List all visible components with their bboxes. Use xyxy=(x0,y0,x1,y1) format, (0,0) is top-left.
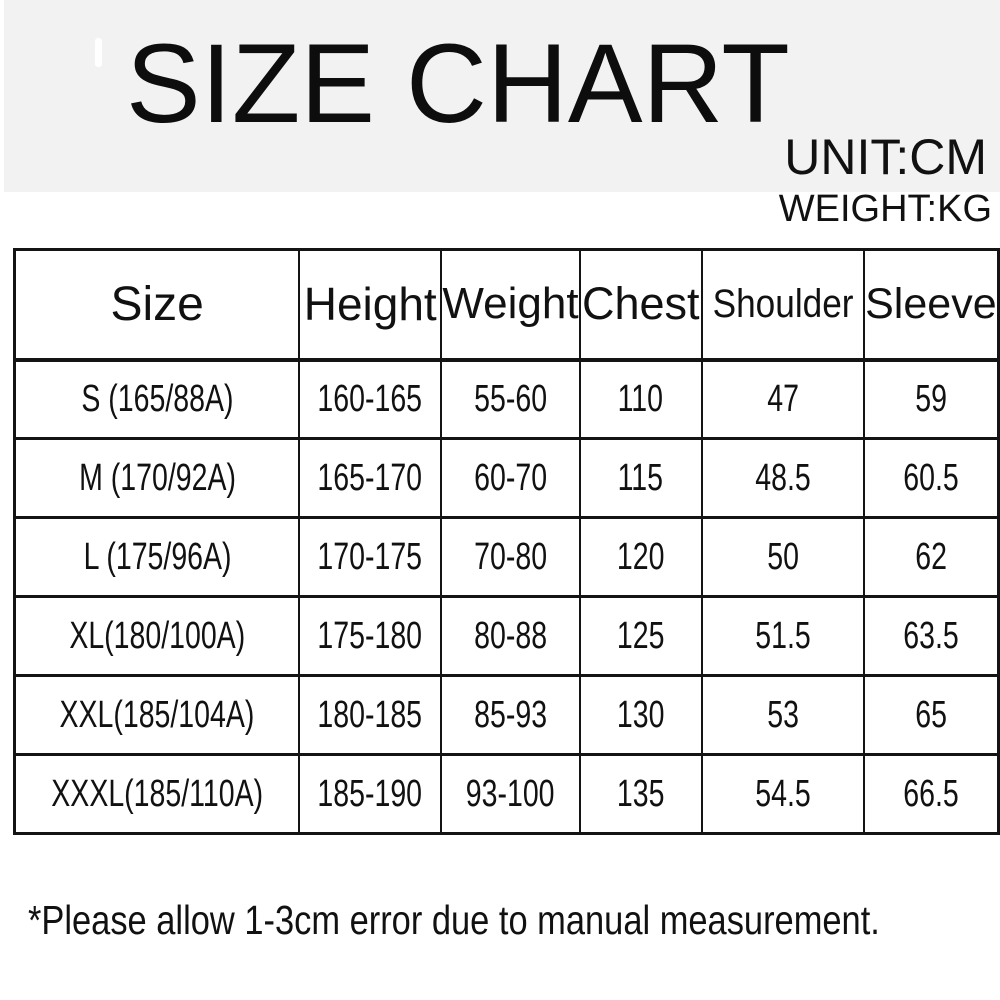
column-header-shoulder-label: Shoulder xyxy=(712,281,854,326)
sleeve-value: 63.5 xyxy=(903,614,959,657)
size-label: XXXL(185/110A) xyxy=(51,772,264,815)
column-header-shoulder: Shoulder xyxy=(700,248,865,362)
page-title: SIZE CHART xyxy=(126,21,790,146)
sleeve-value: 60.5 xyxy=(903,456,959,499)
weight-value: 60-70 xyxy=(474,456,547,499)
chest-value: 115 xyxy=(618,456,664,499)
table-row-l: L (175/96A) 170-175 70-80 120 50 62 xyxy=(13,516,1000,598)
column-header-size-label: Size xyxy=(110,277,204,331)
height-value: 175-180 xyxy=(317,614,423,657)
size-label: L (175/96A) xyxy=(83,535,232,578)
weight-kg-label: WEIGHT:KG xyxy=(778,188,992,230)
weight-value: 80-88 xyxy=(474,614,547,657)
weight-value: 55-60 xyxy=(474,377,547,420)
table-row-xxxl: XXXL(185/110A) 185-190 93-100 135 54.5 6… xyxy=(13,753,1000,835)
size-chart-table: Size Height Weight Chest Shoulder Sleeve… xyxy=(13,248,1000,835)
unit-cm-label: UNIT:CM xyxy=(784,129,987,185)
sleeve-value: 59 xyxy=(915,377,947,420)
height-value: 160-165 xyxy=(317,377,423,420)
column-header-sleeve-label: Sleeve xyxy=(865,279,997,328)
height-value: 170-175 xyxy=(317,535,423,578)
header-background-band xyxy=(4,0,1000,192)
size-label: XXL(185/104A) xyxy=(59,693,255,736)
column-header-chest: Chest xyxy=(578,248,703,362)
table-row-xl: XL(180/100A) 175-180 80-88 125 51.5 63.5 xyxy=(13,595,1000,677)
footer-note: *Please allow 1-3cm error due to manual … xyxy=(28,896,1000,945)
sleeve-value: 65 xyxy=(915,693,947,736)
chest-value: 120 xyxy=(616,535,665,578)
sleeve-value: 66.5 xyxy=(903,772,959,815)
chest-value: 125 xyxy=(616,614,665,657)
column-header-height-label: Height xyxy=(303,278,437,331)
table-row-m: M (170/92A) 165-170 60-70 115 48.5 60.5 xyxy=(13,437,1000,519)
height-value: 185-190 xyxy=(317,772,423,815)
size-label: M (170/92A) xyxy=(78,456,236,499)
size-label: XL(180/100A) xyxy=(69,614,246,657)
shoulder-value: 51.5 xyxy=(754,614,811,657)
table-header-row: Size Height Weight Chest Shoulder Sleeve xyxy=(13,248,1000,362)
column-header-weight: Weight xyxy=(440,248,581,362)
table-row-s: S (165/88A) 160-165 55-60 110 47 59 xyxy=(13,358,1000,440)
shoulder-value: 48.5 xyxy=(754,456,811,499)
text-cursor-mark xyxy=(95,38,102,67)
footer-note-text: *Please allow 1-3cm error due to manual … xyxy=(28,897,880,943)
column-header-size: Size xyxy=(13,248,301,362)
weight-value: 85-93 xyxy=(474,693,547,736)
chest-value: 135 xyxy=(616,772,665,815)
shoulder-value: 53 xyxy=(766,693,799,736)
height-value: 180-185 xyxy=(317,693,423,736)
height-value: 165-170 xyxy=(317,456,423,499)
shoulder-value: 47 xyxy=(766,377,799,420)
shoulder-value: 54.5 xyxy=(754,772,811,815)
column-header-height: Height xyxy=(298,248,443,362)
column-header-sleeve: Sleeve xyxy=(862,248,1000,362)
chest-value: 110 xyxy=(618,377,664,420)
sleeve-value: 62 xyxy=(915,535,947,578)
column-header-weight-label: Weight xyxy=(442,279,579,329)
weight-value: 93-100 xyxy=(466,772,555,815)
column-header-chest-label: Chest xyxy=(581,278,700,330)
table-row-xxl: XXL(185/104A) 180-185 85-93 130 53 65 xyxy=(13,674,1000,756)
shoulder-value: 50 xyxy=(766,535,799,578)
weight-value: 70-80 xyxy=(474,535,547,578)
chest-value: 130 xyxy=(616,693,665,736)
size-label: S (165/88A) xyxy=(81,377,234,420)
